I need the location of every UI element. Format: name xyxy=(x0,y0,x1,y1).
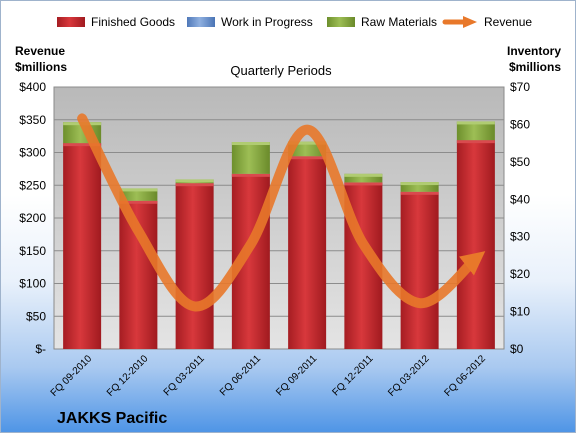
legend-item-finished-goods: Finished Goods xyxy=(57,15,175,29)
legend-item-revenue: Revenue xyxy=(442,15,532,29)
legend-label-work-in-progress: Work in Progress xyxy=(221,15,313,29)
x-axis-labels: FQ 09-2010 FQ 12-2010 FQ 03-2011 FQ 06-2011… xyxy=(49,353,489,399)
left-tick-label: $150 xyxy=(19,244,46,258)
bar-raw-materials-top xyxy=(231,142,270,146)
right-tick-label: $60 xyxy=(510,117,530,131)
bar-finished-goods-top xyxy=(400,191,439,195)
bar-finished-goods xyxy=(288,156,327,349)
bar-finished-goods xyxy=(63,143,102,349)
chart-subtitle: Quarterly Periods xyxy=(230,63,332,78)
bar-raw-materials xyxy=(456,121,495,141)
legend: Finished Goods Work in Progress Raw Mate… xyxy=(57,15,532,29)
right-tick-label: $50 xyxy=(510,155,530,169)
company-name: JAKKS Pacific xyxy=(57,410,167,427)
x-tick-label: FQ 12-2010 xyxy=(105,353,151,399)
bar-raw-materials xyxy=(400,182,439,192)
left-tick-label: $100 xyxy=(19,277,46,291)
bar-raw-materials-top xyxy=(175,179,214,183)
right-tick-label: $10 xyxy=(510,305,530,319)
legend-label-revenue: Revenue xyxy=(484,15,532,29)
right-axis-title-line2: $millions xyxy=(509,60,561,74)
bar-finished-goods xyxy=(400,191,439,349)
bar-raw-materials-top xyxy=(456,121,495,125)
bar-raw-materials-top xyxy=(119,188,158,192)
left-axis-ticks: $- $50 $100 $150 $200 $250 $300 $350 $400 xyxy=(19,80,46,356)
bar-raw-materials xyxy=(231,142,270,174)
legend-item-raw-materials: Raw Materials xyxy=(327,15,437,29)
left-axis-title-line1: Revenue xyxy=(15,44,65,58)
bar-raw-materials xyxy=(344,173,383,183)
right-tick-label: $0 xyxy=(510,342,524,356)
legend-item-work-in-progress: Work in Progress xyxy=(187,15,313,29)
x-tick-label: FQ 03-2012 xyxy=(386,353,432,399)
legend-swatch-raw-materials xyxy=(327,17,355,27)
x-tick-label: FQ 06-2012 xyxy=(442,353,488,399)
x-tick-label: FQ 06-2011 xyxy=(218,353,263,398)
left-tick-label: $200 xyxy=(19,211,46,225)
left-tick-label: $300 xyxy=(19,146,46,160)
right-tick-label: $40 xyxy=(510,192,530,206)
bar-finished-goods-top xyxy=(288,156,327,160)
legend-arrow-revenue xyxy=(463,16,477,28)
legend-label-raw-materials: Raw Materials xyxy=(361,15,437,29)
bar-finished-goods-top xyxy=(63,143,102,147)
left-tick-label: $350 xyxy=(19,113,46,127)
legend-swatch-work-in-progress xyxy=(187,17,215,27)
left-tick-label: $50 xyxy=(26,309,46,323)
right-tick-label: $20 xyxy=(510,267,530,281)
right-axis-title-line1: Inventory xyxy=(507,44,561,58)
left-tick-label: $250 xyxy=(19,178,46,192)
bar-finished-goods-top xyxy=(231,173,270,177)
x-tick-label: FQ 09-2011 xyxy=(274,353,319,398)
left-tick-label: $- xyxy=(35,342,46,356)
bar-finished-goods-top xyxy=(119,200,158,204)
x-tick-label: FQ 12-2011 xyxy=(331,353,376,398)
legend-label-finished-goods: Finished Goods xyxy=(91,15,175,29)
bars xyxy=(63,121,495,349)
bar-raw-materials xyxy=(119,188,158,201)
bar-raw-materials-top xyxy=(344,173,383,177)
bar-finished-goods-top xyxy=(456,140,495,144)
right-tick-label: $70 xyxy=(510,80,530,94)
x-tick-label: FQ 03-2011 xyxy=(162,353,207,398)
bar-raw-materials-top xyxy=(400,182,439,186)
legend-swatch-finished-goods xyxy=(57,17,85,27)
left-axis-title-line2: $millions xyxy=(15,60,67,74)
right-tick-label: $30 xyxy=(510,230,530,244)
left-tick-label: $400 xyxy=(19,80,46,94)
x-tick-label: FQ 09-2010 xyxy=(49,353,95,399)
bar-raw-materials-top xyxy=(288,141,327,145)
bar-finished-goods-top xyxy=(344,182,383,186)
bar-finished-goods xyxy=(175,183,214,349)
revenue-line xyxy=(77,113,486,312)
right-axis-ticks: $0 $10 $20 $30 $40 $50 $60 $70 xyxy=(510,80,530,356)
bar-finished-goods-top xyxy=(175,183,214,187)
bar-finished-goods xyxy=(456,140,495,349)
